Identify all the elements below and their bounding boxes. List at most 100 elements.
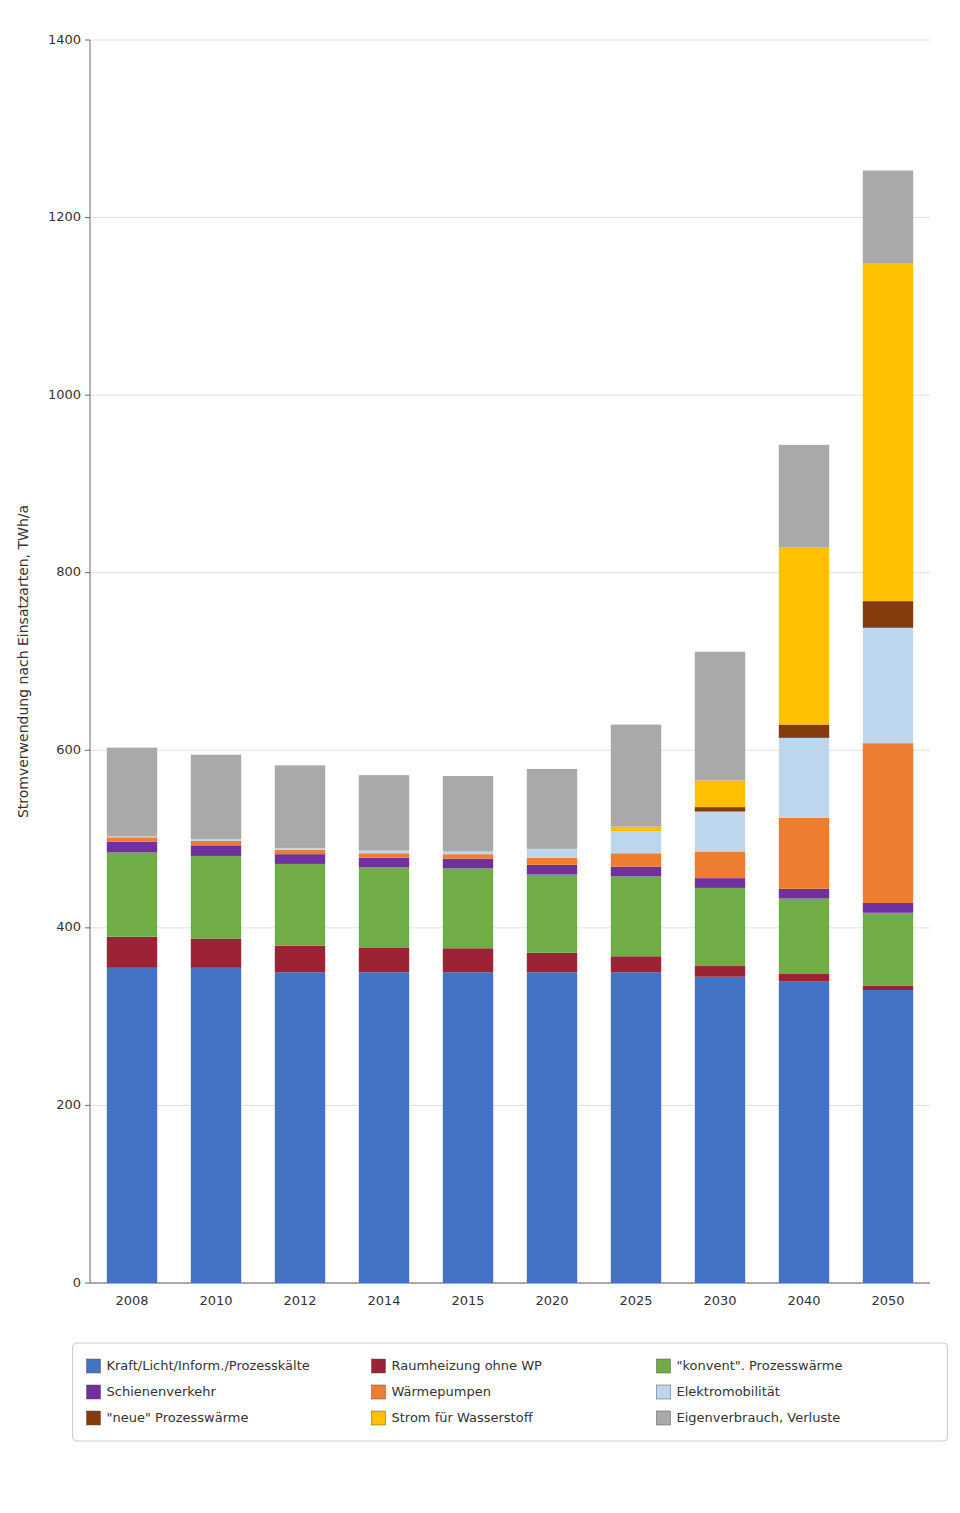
y-tick-label: 1400 [48, 32, 81, 47]
bar-segment [611, 972, 661, 1283]
y-tick [85, 927, 90, 928]
bar-segment [779, 547, 829, 725]
bar-segment [779, 974, 829, 981]
bar-segment [527, 875, 577, 953]
bar-segment [527, 858, 577, 865]
bar-segment [695, 966, 745, 977]
legend-label: Raumheizung ohne WP [392, 1358, 543, 1373]
bar-segment [191, 839, 241, 841]
bar-segment [695, 878, 745, 888]
bar-segment [863, 743, 913, 903]
legend-swatch [657, 1411, 671, 1425]
bar-segment [863, 601, 913, 628]
bar-segment [107, 748, 157, 837]
bar-segment [863, 903, 913, 913]
bar-segment [443, 948, 493, 972]
y-tick-label: 200 [56, 1097, 81, 1112]
legend-label: Strom für Wasserstoff [392, 1410, 534, 1425]
bar-segment [107, 968, 157, 1283]
y-tick-label: 600 [56, 742, 81, 757]
bar-segment [107, 837, 157, 841]
bar-segment [695, 977, 745, 1283]
legend-label: "konvent". Prozesswärme [677, 1358, 843, 1373]
bar-segment [611, 867, 661, 877]
y-tick [85, 1105, 90, 1106]
y-tick [85, 217, 90, 218]
bar-segment [275, 848, 325, 850]
axes: 0200400600800100012001400200820102012201… [48, 32, 930, 1309]
bar-segment [695, 812, 745, 852]
bar-segment [107, 852, 157, 936]
bar-segment [527, 972, 577, 1283]
bar-segment [863, 628, 913, 743]
bar-segment [695, 852, 745, 879]
bar-segment [191, 755, 241, 839]
y-tick-label: 1000 [48, 387, 81, 402]
legend-swatch [372, 1359, 386, 1373]
bar-segment [695, 888, 745, 966]
bar-segment [359, 853, 409, 857]
legend-swatch [657, 1359, 671, 1373]
grid-line [90, 395, 930, 396]
bar-segment [527, 769, 577, 849]
legend-swatch [372, 1411, 386, 1425]
bar-segment [191, 856, 241, 939]
bar-segment [695, 807, 745, 811]
bar-segment [611, 725, 661, 827]
bar-segment [527, 865, 577, 875]
bar-segment [191, 841, 241, 845]
legend-swatch [372, 1385, 386, 1399]
bar-segment [275, 854, 325, 864]
x-tick-label: 2015 [451, 1293, 484, 1308]
bar-segment [527, 849, 577, 858]
bar-segment [779, 738, 829, 818]
bar-segment [443, 859, 493, 869]
legend-swatch [87, 1385, 101, 1399]
bar-segment [275, 850, 325, 854]
legend: Kraft/Licht/Inform./Prozesskälte Raumheiz… [73, 1343, 948, 1441]
y-axis [90, 40, 91, 1283]
x-tick-label: 2010 [199, 1293, 232, 1308]
legend-label: "neue" Prozesswärme [107, 1410, 249, 1425]
bar-segment [863, 986, 913, 990]
bar-segment [779, 818, 829, 889]
bar-segment [611, 831, 661, 853]
y-tick-label: 800 [56, 564, 81, 579]
legend-swatch [657, 1385, 671, 1399]
bar-segment [107, 842, 157, 853]
bar-segment [443, 854, 493, 858]
bar-segment [191, 939, 241, 968]
bar-segment [359, 858, 409, 868]
legend-label: Wärmepumpen [392, 1384, 491, 1399]
series [107, 968, 913, 1283]
x-tick-label: 2030 [703, 1293, 736, 1308]
bar-segment [275, 946, 325, 973]
bar-segment [359, 947, 409, 972]
bars [107, 171, 913, 1283]
y-tick [85, 395, 90, 396]
page: {"chart_data": {"type": "bar", "stacked"… [0, 0, 960, 1513]
legend-swatch [87, 1411, 101, 1425]
series [611, 264, 913, 831]
x-tick-label: 2040 [787, 1293, 820, 1308]
x-tick-label: 2008 [115, 1293, 148, 1308]
bar-segment [779, 981, 829, 1283]
x-tick-label: 2012 [283, 1293, 316, 1308]
y-tick [85, 572, 90, 573]
legend-box [73, 1343, 948, 1441]
bar-segment [359, 775, 409, 850]
x-tick-label: 2025 [619, 1293, 652, 1308]
bar-segment [695, 652, 745, 781]
bar-segment [779, 889, 829, 899]
y-tick [85, 1283, 90, 1284]
x-tick-label: 2050 [871, 1293, 904, 1308]
bar-segment [863, 171, 913, 264]
legend-label: Kraft/Licht/Inform./Prozesskälte [107, 1358, 310, 1373]
x-tick-label: 2014 [367, 1293, 400, 1308]
bar-segment [611, 827, 661, 831]
legend-swatch [87, 1359, 101, 1373]
bar-segment [611, 853, 661, 866]
bar-segment [443, 852, 493, 855]
bar-segment [275, 972, 325, 1283]
bar-segment [443, 868, 493, 948]
